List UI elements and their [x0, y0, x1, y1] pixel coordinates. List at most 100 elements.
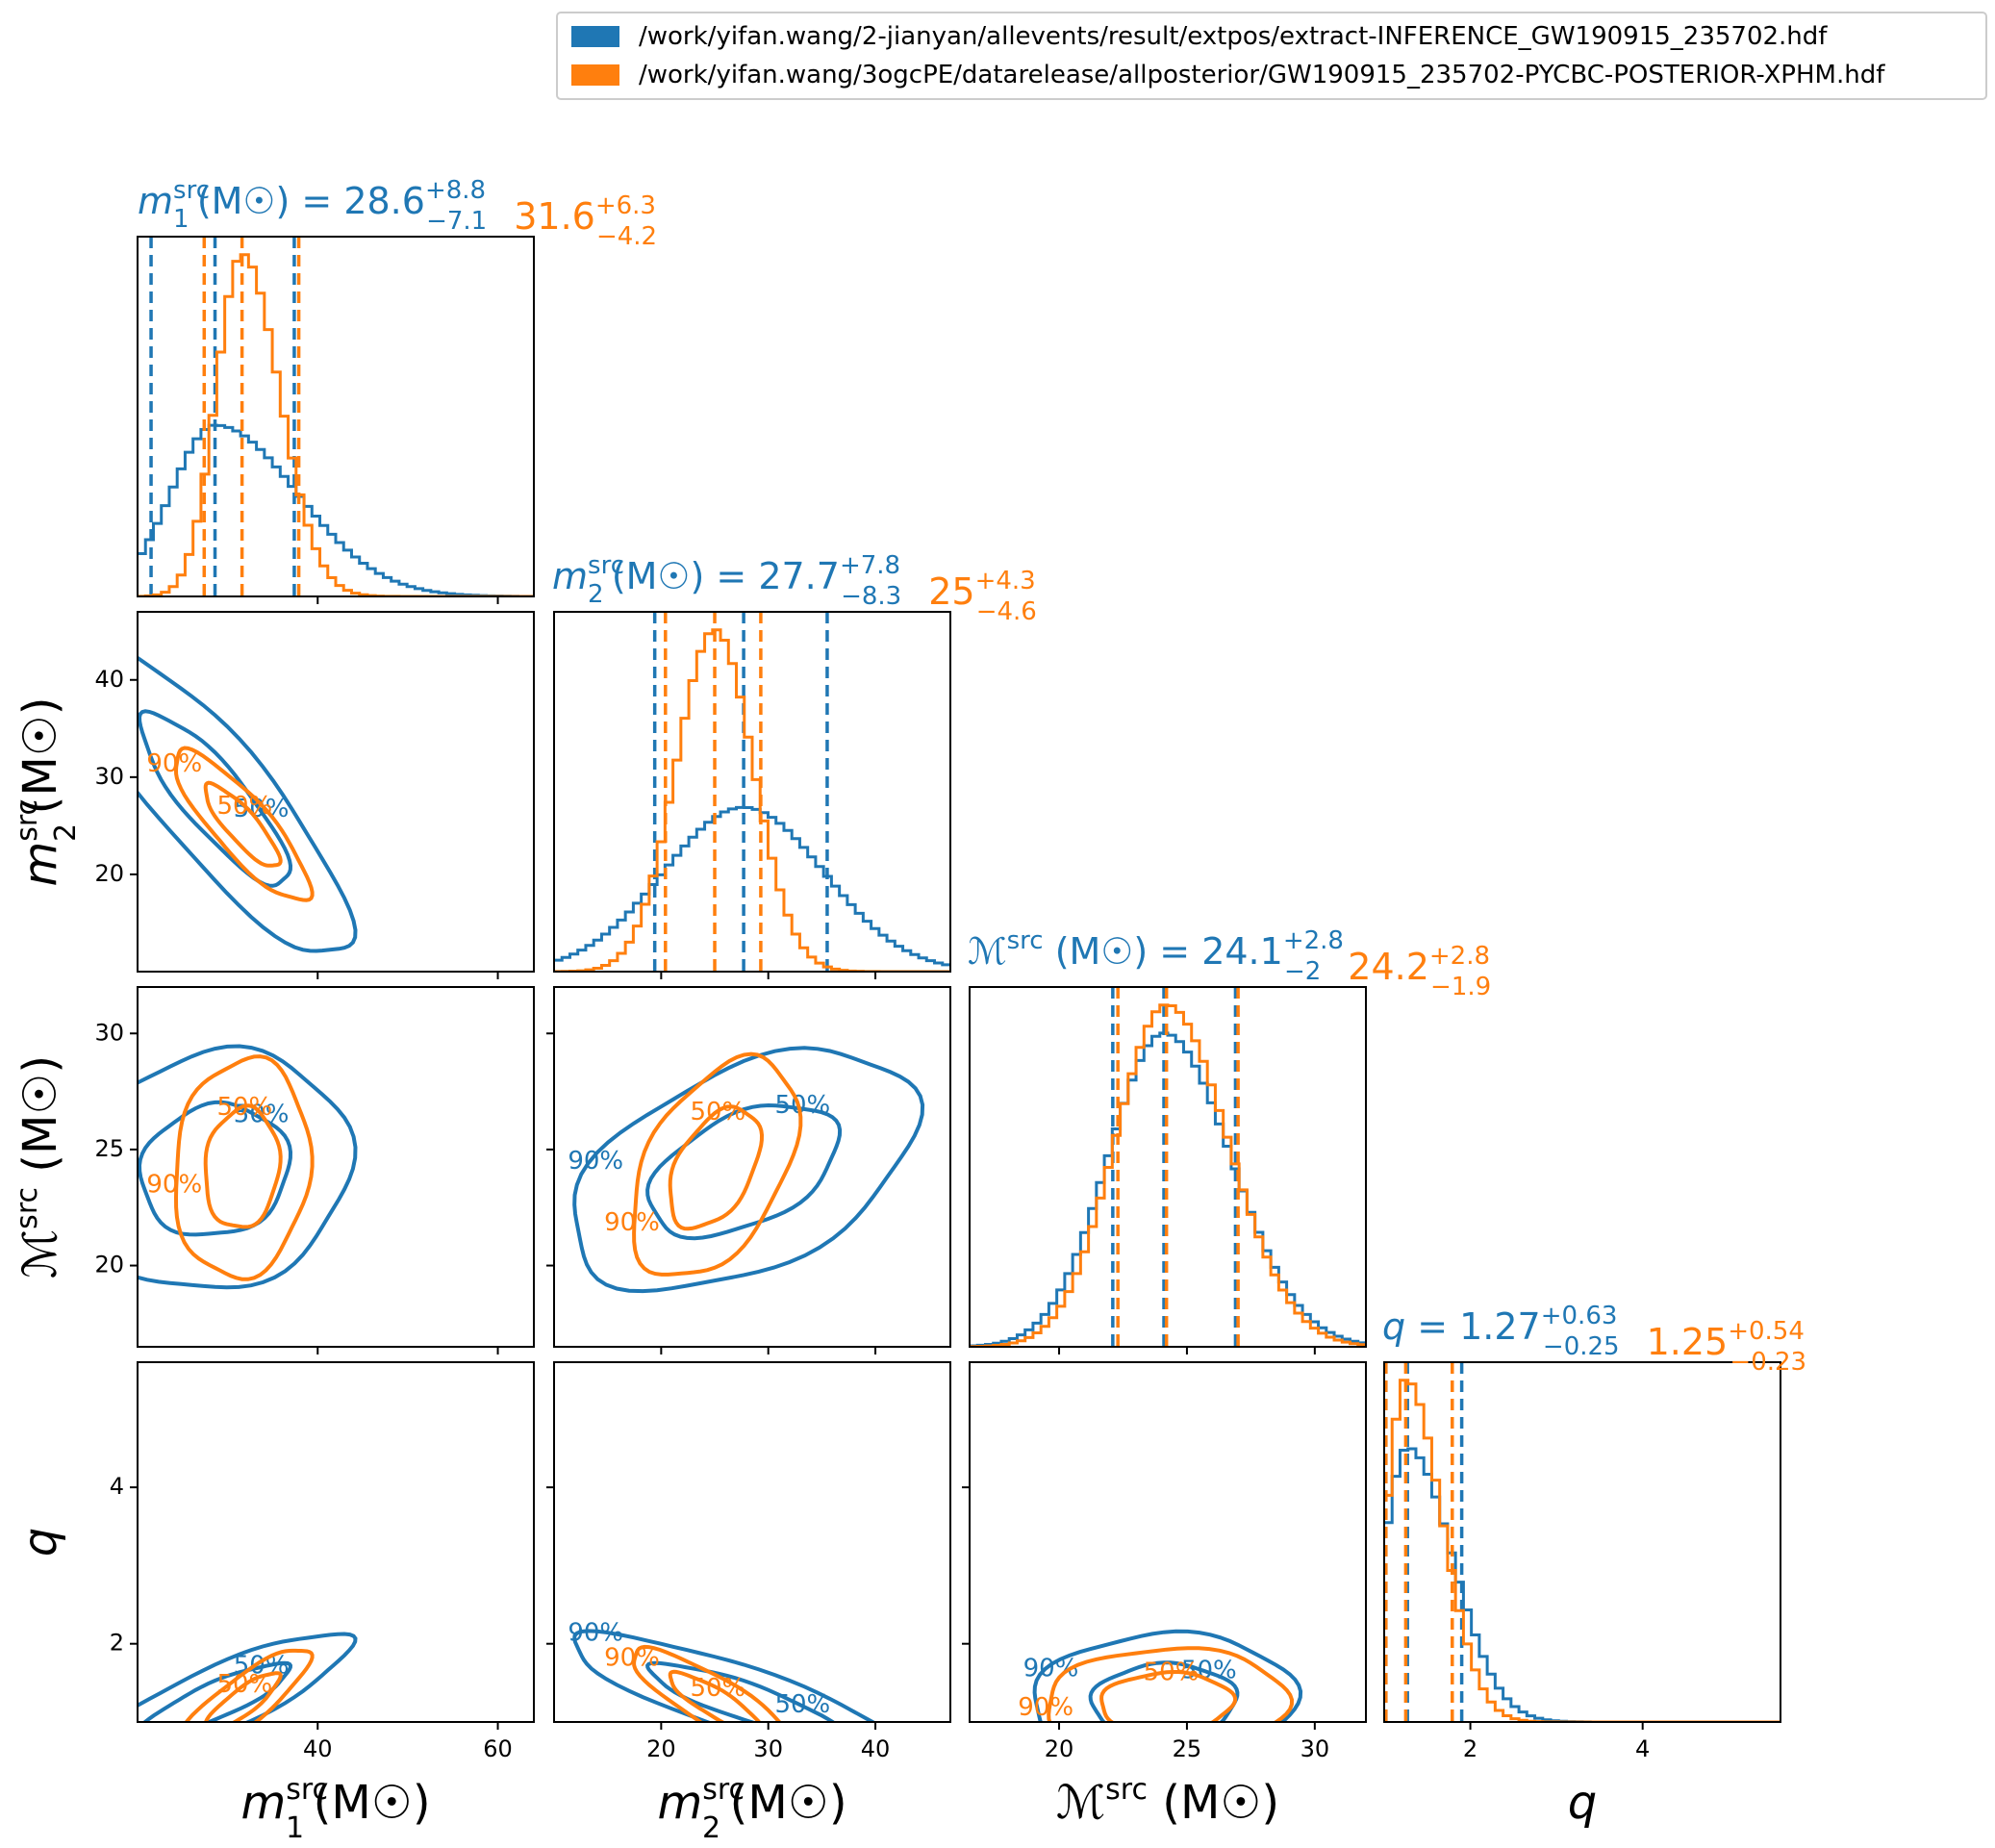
axis-label-m2: msrc 2 (M☉)	[11, 696, 83, 886]
histogram-series-b	[1384, 1379, 1780, 1722]
contour-series-b	[173, 746, 315, 902]
hist-q	[1384, 1362, 1780, 1722]
contour-series-a	[645, 1102, 843, 1241]
y-tick-label: 2	[110, 1630, 124, 1657]
contour-series-b	[203, 780, 283, 868]
legend: /work/yifan.wang/2-jianyan/allevents/res…	[556, 12, 1987, 100]
y-tick-label: 40	[94, 666, 124, 693]
legend-label-series-a: /work/yifan.wang/2-jianyan/allevents/res…	[639, 22, 1828, 51]
axis-label-mc: ℳsrc (M☉)	[1056, 1773, 1279, 1830]
title-m1: msrc 1 (M☉) = 28.6+8.8 −7.1 31.6+6.3 −4.2	[138, 176, 657, 251]
panel-frame	[137, 236, 535, 597]
contour-level-label: 90%	[71, 1104, 127, 1133]
contour-m2-q: 50%90%50%90%	[568, 1619, 877, 1722]
histogram-series-a	[138, 423, 534, 596]
hist-m2	[554, 612, 950, 972]
x-tick-label: 20	[1045, 1735, 1074, 1762]
legend-item-series-b: /work/yifan.wang/3ogcPE/datarelease/allp…	[571, 58, 1884, 92]
contour-series-a	[645, 1660, 836, 1722]
legend-swatch-series-a	[571, 26, 619, 47]
y-tick-label: 20	[94, 860, 124, 887]
panel-frame	[553, 986, 951, 1348]
x-tick-label: 20	[646, 1735, 676, 1762]
x-tick-label: 30	[1301, 1735, 1330, 1762]
hist-m1	[138, 237, 534, 596]
x-tick-label: 40	[861, 1735, 891, 1762]
panel-frame	[553, 1361, 951, 1723]
contour-m1-q: 50%90%50%90%	[71, 1632, 358, 1763]
panel-frame	[553, 611, 951, 973]
contour-level-label: 50%	[216, 1093, 272, 1122]
contour-series-b	[632, 1644, 782, 1722]
histogram-series-b	[138, 253, 534, 596]
hist-mc	[970, 987, 1366, 1347]
contour-level-label: 90%	[71, 1716, 127, 1745]
axis-label-mc: ℳsrc (M☉)	[11, 1055, 67, 1278]
panel-frame	[137, 611, 535, 973]
y-tick-label: 4	[110, 1473, 124, 1500]
contour-series-b	[668, 1104, 765, 1231]
y-tick-label: 25	[94, 1135, 124, 1162]
axis-label-m1: msrc 1 (M☉)	[240, 1773, 430, 1845]
contour-level-label: 90%	[604, 1643, 660, 1672]
contour-series-b	[668, 1669, 762, 1722]
axis-label-m2: msrc 2 (M☉)	[657, 1773, 846, 1845]
y-tick-label: 20	[94, 1252, 124, 1278]
contour-series-a	[1088, 1660, 1240, 1722]
contour-level-label: 90%	[568, 1147, 623, 1176]
contour-series-a	[138, 1632, 358, 1722]
contour-level-label: 90%	[146, 749, 202, 778]
contour-level-label: 90%	[146, 1734, 202, 1763]
contour-m1-m2: 50%90%50%90%	[71, 628, 358, 953]
contour-series-a	[1032, 1629, 1303, 1722]
axis-label-q: q	[13, 1528, 67, 1557]
contour-series-a	[572, 1629, 877, 1722]
contour-series-b	[1099, 1670, 1238, 1722]
contour-series-a	[138, 1044, 358, 1290]
panel-frame	[969, 1361, 1367, 1723]
title-q: q = 1.27+0.63 −0.25 1.25+0.54 −0.23	[1382, 1302, 1806, 1377]
contour-mc-q: 50%90% 50%90%	[1018, 1629, 1303, 1722]
contour-series-b	[173, 1054, 315, 1281]
contour-level-label: 90%	[568, 1619, 623, 1648]
contour-level-label: 50%	[774, 1091, 830, 1120]
contour-series-a	[572, 1046, 925, 1294]
panel-frame	[1383, 1361, 1781, 1723]
x-tick-label: 30	[753, 1735, 783, 1762]
panel-frame	[137, 986, 535, 1348]
legend-label-series-b: /work/yifan.wang/3ogcPE/datarelease/allp…	[639, 61, 1885, 89]
contour-series-a	[138, 655, 358, 953]
histogram-series-a	[554, 805, 950, 967]
contour-series-b	[203, 1103, 283, 1229]
panel-frame	[969, 986, 1367, 1348]
legend-swatch-series-b	[571, 64, 619, 86]
contour-m2-mc: 50% 90% 50% 90%	[568, 1046, 925, 1294]
x-tick-label: 2	[1463, 1735, 1477, 1762]
x-tick-label: 60	[483, 1735, 513, 1762]
contour-series-b	[184, 1648, 315, 1722]
y-tick-label: 30	[94, 1019, 124, 1046]
x-tick-label: 4	[1635, 1735, 1650, 1762]
legend-item-series-a: /work/yifan.wang/2-jianyan/allevents/res…	[571, 19, 1827, 54]
contour-m1-mc: 50%90% 50%90%	[71, 1044, 358, 1290]
contour-level-label: 50%	[1144, 1658, 1200, 1686]
x-tick-label: 25	[1173, 1735, 1202, 1762]
panel-frame	[137, 1361, 535, 1723]
histogram-series-b	[554, 628, 950, 972]
contour-level-label: 50%	[690, 1098, 745, 1127]
contour-level-label: 90%	[1018, 1693, 1073, 1722]
title-m2: msrc 2 (M☉) = 27.7+7.8 −8.3 25+4.3 −4.6	[552, 551, 1037, 626]
axis-label-q: q	[1568, 1776, 1597, 1830]
contour-level-label: 90%	[146, 1171, 202, 1200]
histogram-series-a	[1384, 1447, 1780, 1722]
x-tick-label: 40	[303, 1735, 333, 1762]
contour-level-label: 50%	[234, 795, 290, 823]
contour-series-b	[204, 1671, 283, 1722]
contour-series-b	[632, 1051, 803, 1277]
contour-series-b	[1047, 1646, 1295, 1722]
contour-level-label: 90%	[71, 628, 127, 657]
y-tick-label: 30	[94, 763, 124, 790]
contour-level-label: 90%	[604, 1208, 660, 1237]
title-mc: ℳsrc (M☉) = 24.1+2.8 −2 24.2+2.8 −1.9	[968, 926, 1491, 1001]
